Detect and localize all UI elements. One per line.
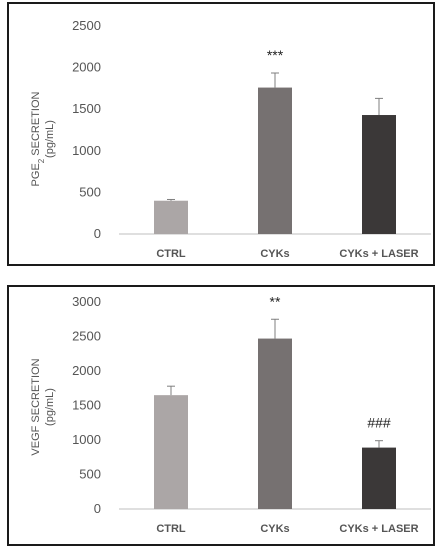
pge2-y-axis-title-main: PGE	[30, 163, 42, 186]
vegf-y-tick-label: 1500	[72, 398, 101, 413]
pge2-y-axis-title: PGE2 SECRETION	[30, 91, 46, 186]
vegf-bar-1	[258, 338, 292, 509]
vegf-bar-2	[362, 447, 396, 509]
vegf-y-axis-unit: (pg/mL)	[44, 388, 56, 426]
vegf-significance-label: ###	[367, 415, 391, 431]
vegf-y-axis-title: VEGF SECRETION	[30, 358, 42, 455]
vegf-y-tick-label: 500	[79, 467, 101, 482]
pge2-y-tick-label: 0	[94, 226, 101, 241]
vegf-y-tick-label: 2000	[72, 363, 101, 378]
vegf-y-tick-label: 0	[94, 501, 101, 516]
vegf-category-label: CYKs + LASER	[339, 523, 418, 535]
vegf-y-axis-label: VEGF SECRETION (pg/mL)	[30, 358, 56, 455]
pge2-bar-0	[154, 200, 188, 234]
pge2-y-axis-title-rest: SECRETION	[30, 91, 42, 158]
vegf-significance-label: **	[270, 293, 281, 309]
pge2-bar-1	[258, 87, 292, 235]
pge2-bar-2	[362, 115, 396, 234]
vegf-y-tick-label: 2500	[72, 329, 101, 344]
pge2-y-tick-label: 1000	[72, 143, 101, 158]
vegf-bar-0	[154, 395, 188, 509]
pge2-category-label: CYKs	[260, 248, 289, 260]
pge2-chart: 0 500 1000 1500 2000 2500 CTRL CYKs *** CYKs + LA…	[30, 18, 431, 260]
pge2-category-label: CYKs + LASER	[339, 248, 418, 260]
pge2-significance-label: ***	[267, 47, 284, 63]
pge2-y-axis-unit: (pg/mL)	[44, 120, 56, 158]
vegf-chart: 0 500 1000 1500 2000 2500 3000 CTRL CYKs ** CYKs +…	[30, 293, 431, 535]
pge2-chart-panel: 0 500 1000 1500 2000 2500 CTRL CYKs *** CYKs + LA…	[7, 2, 435, 266]
pge2-y-tick-label: 1500	[72, 101, 101, 116]
pge2-y-tick-label: 2500	[72, 18, 101, 33]
vegf-y-tick-label: 3000	[72, 294, 101, 309]
vegf-category-label: CTRL	[156, 523, 186, 535]
pge2-y-tick-label: 500	[79, 184, 101, 199]
pge2-y-axis-title-subscript: 2	[37, 158, 46, 163]
vegf-y-axis-title-main: VEGF SECRETION	[30, 358, 42, 455]
vegf-category-label: CYKs	[260, 523, 289, 535]
pge2-y-tick-label: 2000	[72, 60, 101, 75]
pge2-y-axis-label: PGE2 SECRETION (pg/mL)	[30, 91, 56, 186]
vegf-chart-panel: 0 500 1000 1500 2000 2500 3000 CTRL CYKs ** CYKs +…	[7, 285, 435, 546]
pge2-category-label: CTRL	[156, 248, 186, 260]
vegf-y-tick-label: 1000	[72, 432, 101, 447]
